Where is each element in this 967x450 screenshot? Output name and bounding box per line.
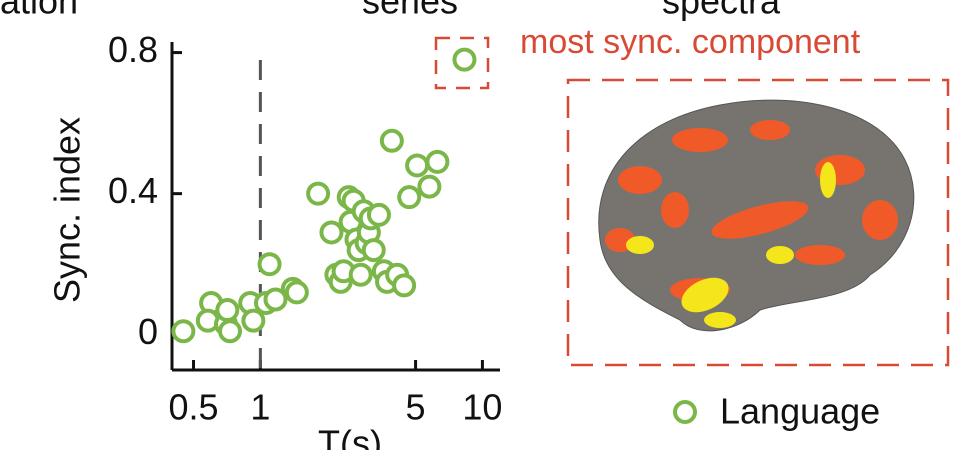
point	[397, 185, 422, 210]
cropped-label: ation	[0, 0, 78, 22]
point	[348, 262, 373, 287]
point	[171, 319, 196, 344]
point	[361, 238, 386, 263]
point	[392, 273, 417, 298]
point	[425, 149, 450, 174]
x-tick-label: 1	[250, 387, 270, 428]
point	[306, 181, 331, 206]
x-axis-label: T(s)	[318, 423, 382, 450]
point	[405, 153, 430, 178]
point	[319, 220, 344, 245]
y-tick-label: 0.8	[108, 29, 158, 70]
point	[452, 47, 477, 72]
highlight-box	[434, 36, 490, 90]
legend-marker	[673, 400, 697, 424]
point	[284, 280, 309, 305]
activation-yellow	[626, 162, 836, 328]
point	[417, 174, 442, 199]
y-tick-label: 0	[138, 311, 158, 352]
x-tick-label: 5	[406, 387, 426, 428]
brain-box	[566, 78, 950, 367]
point	[263, 287, 288, 312]
point	[218, 319, 243, 344]
brain-panel	[566, 78, 950, 367]
legend-label: Language	[720, 391, 880, 432]
y-tick-label: 0.4	[108, 170, 158, 211]
point	[215, 298, 240, 323]
cropped-label: spectra	[662, 0, 781, 22]
point	[379, 128, 404, 153]
point	[257, 252, 282, 277]
x-tick-label: 10	[462, 387, 502, 428]
y-axis-label: Sync. index	[47, 117, 88, 303]
annotation: most sync. component	[520, 23, 861, 61]
point	[241, 308, 266, 333]
x-tick-label: 0.5	[168, 387, 218, 428]
point	[366, 202, 391, 227]
cropped-label: series	[362, 0, 458, 22]
